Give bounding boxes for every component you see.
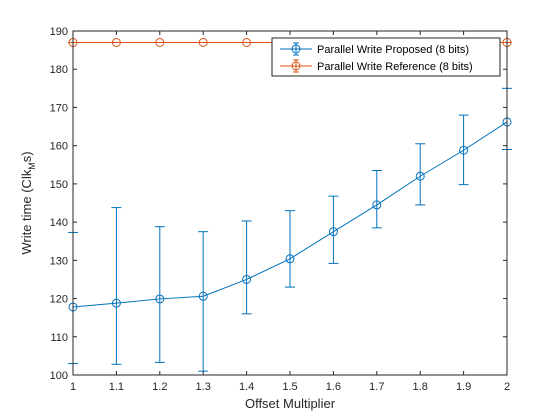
- x-tick-label: 1.4: [239, 381, 254, 393]
- legend-marker: [291, 44, 301, 54]
- ticks-layer: 1 1.1 1.2 1.3 1.4 1.5 1.6 1.7 1.8 1.9 2 100 110 120 13…: [50, 26, 510, 393]
- y-tick-label: 130: [50, 255, 68, 267]
- legend-label: Parallel Write Proposed (8 bits): [317, 44, 469, 56]
- y-tick-label: 150: [50, 179, 68, 191]
- legend-marker: [291, 61, 301, 71]
- y-tick-label: 120: [50, 294, 68, 306]
- data-point: [155, 294, 165, 304]
- x-tick-label: 1.7: [369, 381, 384, 393]
- x-tick-label: 1.8: [413, 381, 428, 393]
- data-point: [415, 171, 425, 181]
- x-tick-label: 1.3: [196, 381, 211, 393]
- data-point: [111, 37, 121, 47]
- y-tick-label: 140: [50, 217, 68, 229]
- data-point: [285, 254, 295, 264]
- y-tick-label: 160: [50, 141, 68, 153]
- legend-item-1: Parallel Write Proposed (8 bits): [280, 42, 469, 56]
- legend: Parallel Write Proposed (8 bits) Parallel…: [271, 37, 501, 77]
- x-tick-label: 2: [504, 381, 510, 393]
- x-tick-label: 1: [70, 381, 76, 393]
- legend-box: [271, 37, 501, 77]
- y-axis-label-subscript: M: [27, 162, 37, 170]
- data-point: [459, 145, 469, 155]
- data-point: [328, 227, 338, 237]
- data-point: [155, 37, 165, 47]
- legend-label: Parallel Write Reference (8 bits): [317, 61, 473, 73]
- data-point: [372, 200, 382, 210]
- y-axis-label: Write time (ClkMs): [19, 151, 37, 254]
- x-tick-label: 1.2: [152, 381, 167, 393]
- data-point: [242, 37, 252, 47]
- series-1: [68, 87, 512, 372]
- x-tick-label: 1.6: [326, 381, 341, 393]
- x-tick-label: 1.1: [109, 381, 124, 393]
- data-point: [242, 274, 252, 284]
- data-point: [198, 291, 208, 301]
- x-tick-label: 1.9: [456, 381, 471, 393]
- plot-area: [73, 31, 507, 375]
- y-tick-label: 180: [50, 64, 68, 76]
- y-tick-label: 170: [50, 102, 68, 114]
- data-point: [111, 298, 121, 308]
- y-axis-label-tail: s): [19, 151, 34, 162]
- x-axis-label: Offset Multiplier: [245, 396, 336, 411]
- y-tick-label: 190: [50, 26, 68, 38]
- y-tick-label: 100: [50, 370, 68, 382]
- y-axis-label-main: Write time (Clk: [19, 169, 34, 254]
- series-line: [72, 121, 508, 308]
- legend-item-2: Parallel Write Reference (8 bits): [280, 59, 473, 73]
- y-tick-label: 110: [50, 332, 68, 344]
- x-tick-label: 1.5: [282, 381, 297, 393]
- data-point: [198, 37, 208, 47]
